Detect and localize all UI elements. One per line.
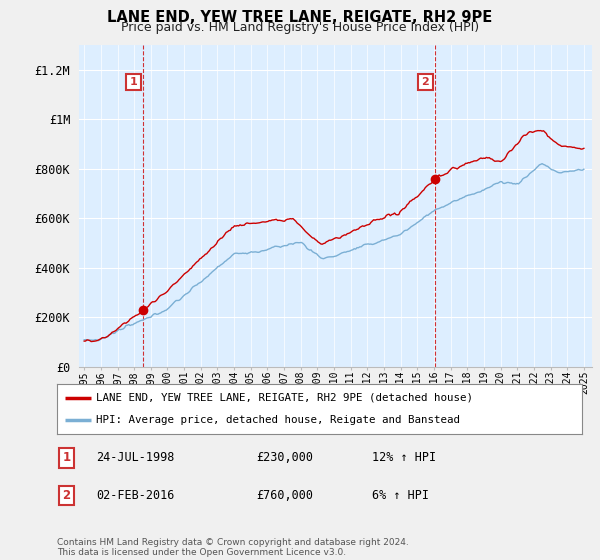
Text: £230,000: £230,000 — [257, 451, 314, 464]
Text: 12% ↑ HPI: 12% ↑ HPI — [372, 451, 436, 464]
Text: HPI: Average price, detached house, Reigate and Banstead: HPI: Average price, detached house, Reig… — [97, 415, 460, 425]
Text: LANE END, YEW TREE LANE, REIGATE, RH2 9PE: LANE END, YEW TREE LANE, REIGATE, RH2 9P… — [107, 10, 493, 25]
Text: 1: 1 — [62, 451, 71, 464]
Text: LANE END, YEW TREE LANE, REIGATE, RH2 9PE (detached house): LANE END, YEW TREE LANE, REIGATE, RH2 9P… — [97, 393, 473, 403]
Text: 6% ↑ HPI: 6% ↑ HPI — [372, 489, 429, 502]
Text: 1: 1 — [130, 77, 137, 87]
Text: 2: 2 — [422, 77, 430, 87]
Text: Price paid vs. HM Land Registry's House Price Index (HPI): Price paid vs. HM Land Registry's House … — [121, 21, 479, 34]
Text: £760,000: £760,000 — [257, 489, 314, 502]
Text: 24-JUL-1998: 24-JUL-1998 — [97, 451, 175, 464]
Text: 2: 2 — [62, 489, 71, 502]
Text: 02-FEB-2016: 02-FEB-2016 — [97, 489, 175, 502]
Text: Contains HM Land Registry data © Crown copyright and database right 2024.
This d: Contains HM Land Registry data © Crown c… — [57, 538, 409, 557]
